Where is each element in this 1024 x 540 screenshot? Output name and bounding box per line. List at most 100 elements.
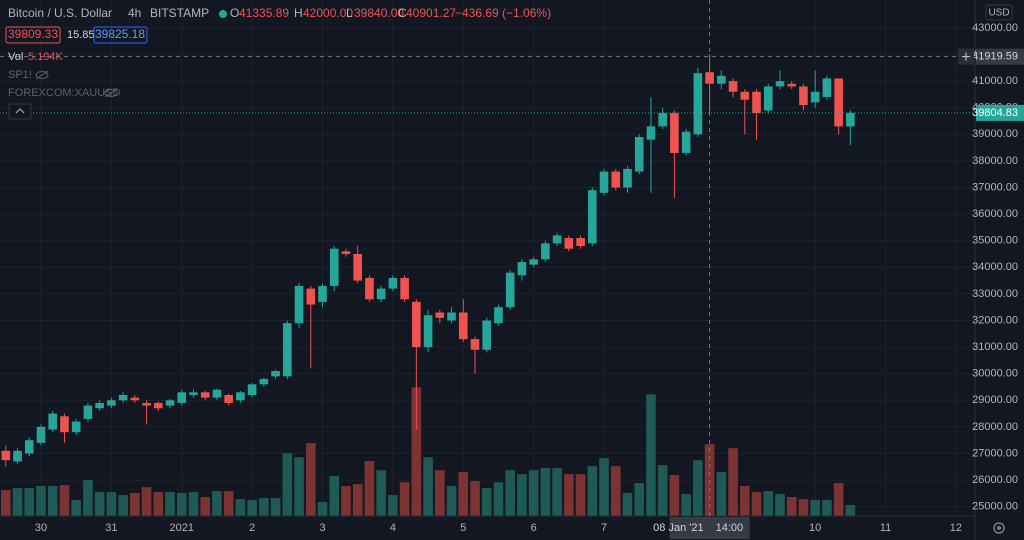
volume-bar (669, 475, 680, 516)
volume-bar (212, 491, 222, 516)
volume-bar (739, 485, 750, 516)
candle-body (752, 91, 761, 114)
volume-bar (646, 394, 656, 516)
candle-body (658, 113, 667, 127)
volume-bar (505, 470, 515, 516)
overlay-label: SP1! (8, 69, 32, 81)
y-tick-label: 29000.00 (972, 394, 1018, 406)
volume-bar (388, 495, 398, 516)
y-tick-label: 26000.00 (972, 474, 1018, 486)
y-tick-label: 25000.00 (972, 501, 1018, 513)
overlay-label: FOREXCOM:XAUUSD (8, 87, 121, 99)
candle-body (283, 323, 292, 377)
settings-icon[interactable] (993, 522, 1005, 534)
x-tick-label: 10 (809, 522, 821, 534)
candle-body (142, 402, 151, 406)
volume-bar (423, 457, 433, 516)
bid-box[interactable] (5, 26, 61, 44)
candle-body (552, 235, 562, 244)
candle-body (494, 307, 503, 324)
candle-body (107, 400, 116, 406)
y-tick-label: 41000.00 (972, 75, 1018, 87)
volume-bar (94, 492, 105, 516)
currency-box[interactable] (985, 4, 1013, 21)
ohlc-value: 40901.27 (406, 6, 456, 20)
candle-body (306, 288, 316, 305)
y-tick-label: 36000.00 (972, 208, 1018, 220)
currency[interactable]: USD (988, 8, 1009, 19)
candle-body (799, 86, 808, 106)
ohlc-value: 39840.00 (354, 6, 404, 20)
volume-bar (798, 499, 809, 516)
volume-bar (36, 485, 46, 516)
candle-body (224, 394, 233, 403)
volume-bar (435, 470, 445, 516)
candle-body (177, 392, 187, 403)
hidden-icon[interactable] (35, 70, 49, 80)
candle-body (400, 277, 409, 300)
last-price-label: 39804.83 (972, 107, 1018, 119)
candle-body (435, 312, 445, 318)
volume-bar (833, 483, 844, 516)
x-tick-label: 2021 (170, 522, 194, 534)
collapse-button[interactable] (8, 103, 32, 120)
volume-bar (540, 468, 551, 516)
ask-box[interactable] (93, 26, 148, 44)
x-tick-label: 7 (601, 522, 607, 534)
x-tick-label: 5 (460, 522, 466, 534)
volume-bar (376, 470, 386, 516)
candle-body (212, 389, 222, 398)
candle-body (200, 392, 210, 398)
volume-bar (247, 499, 257, 516)
bid[interactable]: 39809.33 (8, 27, 58, 41)
volume-bar (12, 488, 23, 516)
y-tick-label: 34000.00 (972, 261, 1018, 273)
y-tick-label: 28000.00 (972, 421, 1018, 433)
candle-body (412, 301, 421, 348)
volume-bar (200, 496, 211, 516)
candle-body (599, 171, 609, 193)
y-tick-label: 43000.00 (972, 22, 1018, 34)
candle-body (787, 83, 797, 87)
exchange: BITSTAMP (150, 6, 209, 20)
collapse-icon (15, 108, 25, 114)
candle-body (670, 113, 679, 153)
candle-body (517, 261, 527, 276)
interval[interactable]: 4h (128, 6, 141, 20)
candle-body (247, 384, 257, 395)
candle-body (423, 315, 433, 348)
candle-body (541, 243, 550, 260)
candle-body (611, 171, 621, 188)
x-tick-label: 12 (950, 522, 962, 534)
y-tick-label: 33000.00 (972, 288, 1018, 300)
candle-body (775, 81, 785, 87)
volume-bar (188, 492, 199, 516)
volume-bar (622, 492, 633, 516)
y-tick-label: 30000.00 (972, 368, 1018, 380)
symbol-title: Bitcoin / U.S. Dollar (8, 6, 112, 20)
crosshair-date: 08 Jan '21 (653, 522, 703, 534)
candle-body (376, 288, 386, 300)
candle-body (60, 416, 69, 433)
candle-body (153, 402, 163, 409)
candle-body (482, 320, 492, 350)
candle-body (717, 75, 726, 84)
candle-body (271, 371, 280, 377)
volume-bar (822, 499, 832, 516)
candle-body (705, 72, 714, 84)
candle-body (681, 131, 691, 153)
hidden-icon[interactable] (104, 88, 118, 98)
candle-body (36, 426, 46, 443)
y-tick-label: 32000.00 (972, 314, 1018, 326)
volume-bar (775, 494, 785, 516)
candle-body (388, 277, 398, 289)
volume-label: Vol (8, 51, 23, 63)
candle-body (236, 392, 245, 401)
volume-bar (270, 498, 281, 516)
volume-bar (411, 387, 422, 516)
candle-body (646, 126, 656, 140)
volume-bar (751, 492, 762, 516)
volume-bar (493, 482, 504, 516)
ask[interactable]: 39825.18 (95, 27, 145, 41)
